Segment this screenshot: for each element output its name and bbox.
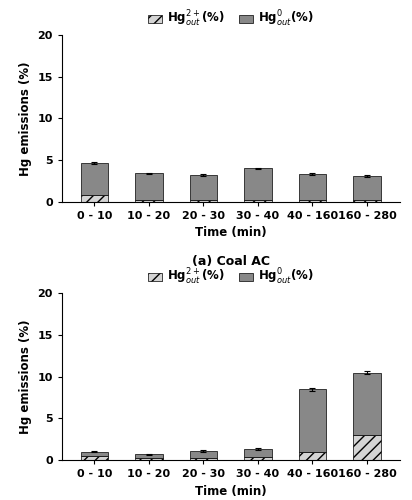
Bar	[353, 176, 381, 200]
Bar	[244, 168, 272, 200]
Bar	[299, 389, 326, 452]
Text: (a) Coal AC: (a) Coal AC	[192, 255, 270, 268]
Bar	[244, 449, 272, 457]
Bar	[190, 200, 217, 202]
Bar	[81, 456, 108, 460]
Bar	[244, 457, 272, 460]
Bar	[353, 372, 381, 435]
Bar	[190, 451, 217, 458]
Legend: Hg$^{2+}_{out}$(%), Hg$^{0}_{out}$(%): Hg$^{2+}_{out}$(%), Hg$^{0}_{out}$(%)	[143, 4, 318, 34]
Bar	[136, 200, 163, 202]
Bar	[81, 452, 108, 456]
Bar	[190, 458, 217, 460]
X-axis label: Time (min): Time (min)	[195, 226, 267, 239]
Bar	[136, 454, 163, 458]
Bar	[299, 452, 326, 460]
Bar	[190, 175, 217, 200]
Bar	[353, 200, 381, 202]
X-axis label: Time (min): Time (min)	[195, 484, 267, 498]
Y-axis label: Hg emissions (%): Hg emissions (%)	[19, 61, 32, 176]
Bar	[299, 200, 326, 202]
Y-axis label: Hg emissions (%): Hg emissions (%)	[19, 320, 32, 434]
Legend: Hg$^{2+}_{out}$(%), Hg$^{0}_{out}$(%): Hg$^{2+}_{out}$(%), Hg$^{0}_{out}$(%)	[143, 262, 318, 292]
Bar	[81, 164, 108, 195]
Bar	[81, 195, 108, 202]
Bar	[136, 174, 163, 200]
Bar	[299, 174, 326, 200]
Bar	[136, 458, 163, 460]
Bar	[244, 200, 272, 202]
Bar	[353, 435, 381, 460]
